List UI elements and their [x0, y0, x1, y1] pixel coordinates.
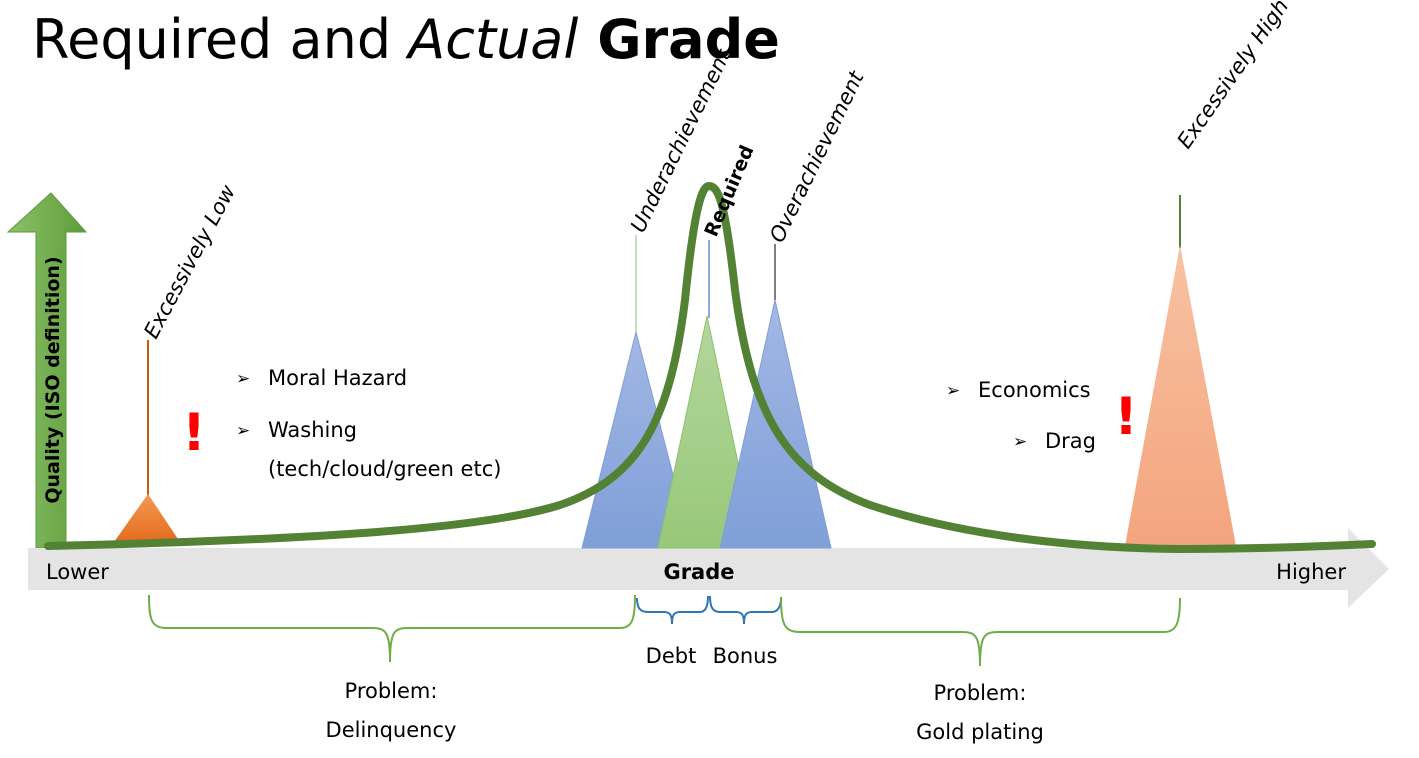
title-part-italic: Actual — [408, 8, 579, 71]
bullet-arrow: ➢ — [236, 421, 250, 441]
excessively-high-label: Excessively High — [1172, 0, 1293, 153]
title-part-bold: Grade — [578, 8, 780, 71]
right-problem-value: Gold plating — [916, 720, 1044, 744]
left-problem-value: Delinquency — [326, 718, 457, 742]
overachievement-label: Overachievement — [765, 67, 869, 247]
excessively-low-triangle — [114, 494, 180, 542]
underachievement-triangle — [581, 331, 693, 549]
brace-right-problem — [780, 596, 1181, 667]
bullet-arrow: ➢ — [236, 369, 250, 389]
brace-left-problem — [148, 594, 636, 663]
axis-label-lower: Lower — [46, 560, 109, 584]
page-title: Required and Actual Grade — [32, 8, 780, 71]
grade-axis-arrow — [28, 528, 1389, 608]
right-warning-mark: ! — [1114, 387, 1138, 447]
excessively-high-triangle — [1125, 245, 1236, 546]
brace-bonus — [709, 595, 782, 625]
bullet-economics: Economics — [978, 378, 1091, 402]
right-problem-label: Problem: — [934, 681, 1027, 705]
bullet-arrow: ➢ — [946, 381, 960, 401]
excessively-low-label: Excessively Low — [139, 180, 240, 342]
axis-label-grade: Grade — [663, 560, 734, 584]
axis-label-higher: Higher — [1276, 560, 1346, 584]
left-problem-label: Problem: — [345, 679, 438, 703]
quality-arrow — [6, 192, 88, 549]
bullet-arrow: ➢ — [1013, 432, 1027, 452]
debt-label: Debt — [646, 644, 697, 668]
bullet-drag: Drag — [1045, 429, 1096, 453]
left-warning-mark: ! — [182, 403, 206, 463]
bullet-washing: Washing — [268, 418, 357, 442]
title-part-regular: Required and — [32, 8, 409, 71]
bullet-washing-detail: (tech/cloud/green etc) — [268, 457, 501, 481]
brace-debt — [636, 595, 709, 625]
y-axis-label: Quality (ISO definition) — [42, 256, 64, 503]
quality-curve — [44, 181, 1376, 554]
bullet-moral-hazard: Moral Hazard — [268, 366, 407, 390]
required-triangle — [657, 315, 757, 549]
bonus-label: Bonus — [713, 644, 778, 668]
